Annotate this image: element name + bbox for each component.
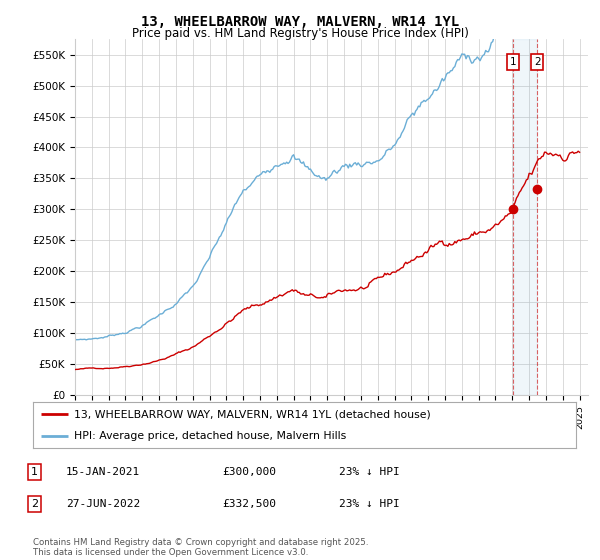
Text: 15-JAN-2021: 15-JAN-2021 [66,467,140,477]
Text: 23% ↓ HPI: 23% ↓ HPI [339,467,400,477]
Text: £300,000: £300,000 [222,467,276,477]
Text: 13, WHEELBARROW WAY, MALVERN, WR14 1YL: 13, WHEELBARROW WAY, MALVERN, WR14 1YL [141,15,459,29]
Text: 2: 2 [534,57,541,67]
Text: £332,500: £332,500 [222,499,276,509]
Text: 2: 2 [31,499,38,509]
Text: 1: 1 [509,57,516,67]
Text: Contains HM Land Registry data © Crown copyright and database right 2025.
This d: Contains HM Land Registry data © Crown c… [33,538,368,557]
Text: 23% ↓ HPI: 23% ↓ HPI [339,499,400,509]
Text: HPI: Average price, detached house, Malvern Hills: HPI: Average price, detached house, Malv… [74,431,346,441]
Text: Price paid vs. HM Land Registry's House Price Index (HPI): Price paid vs. HM Land Registry's House … [131,27,469,40]
Text: 1: 1 [31,467,38,477]
Text: 13, WHEELBARROW WAY, MALVERN, WR14 1YL (detached house): 13, WHEELBARROW WAY, MALVERN, WR14 1YL (… [74,409,430,419]
Bar [513,39,538,395]
Text: 27-JUN-2022: 27-JUN-2022 [66,499,140,509]
